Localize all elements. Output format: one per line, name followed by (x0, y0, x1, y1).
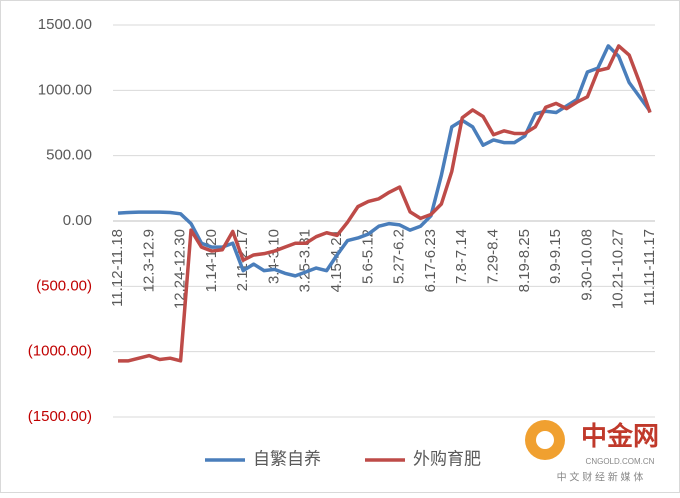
logo-slogan: 中 文 财 经 新 媒 体 (557, 471, 644, 484)
x-tick-label: 9.9-9.15 (547, 229, 564, 284)
x-tick-label: 11.11-11.17 (641, 229, 658, 306)
x-tick-label: 6.17-6.23 (422, 229, 439, 292)
x-tick-label: 10.21-10.27 (610, 229, 627, 309)
y-tick-label: (1000.00) (28, 343, 92, 360)
y-tick-label: 500.00 (46, 147, 92, 164)
y-tick-label: (500.00) (36, 277, 92, 294)
x-tick-label: 8.19-8.25 (516, 229, 533, 292)
x-tick-label: 12.3-12.9 (140, 229, 157, 292)
series-line (117, 44, 652, 278)
x-tick-label: 5.27-6.2 (391, 229, 408, 284)
x-tick-label: 3.4-3.10 (265, 229, 282, 284)
y-tick-label: 1000.00 (38, 81, 92, 98)
x-tick-label: 4.15-4.21 (328, 229, 345, 292)
x-tick-label: 7.29-8.4 (484, 229, 501, 284)
x-tick-label: 1.14-1.20 (203, 229, 220, 292)
x-tick-label: 9.30-10.08 (578, 229, 595, 301)
logo-brand: 中金网 (581, 421, 659, 451)
y-tick-label: 1500.00 (38, 16, 92, 33)
x-tick-label: 12.24-12.30 (172, 229, 189, 309)
legend-label: 外购育肥 (413, 449, 481, 468)
x-tick-label: 5.6-5.12 (359, 229, 376, 284)
series-line (118, 44, 652, 363)
x-tick-label: 7.8-7.14 (453, 229, 470, 284)
x-tick-label: 11.12-11.18 (109, 229, 126, 307)
legend-label: 自繁自养 (253, 449, 321, 468)
y-tick-label: (1500.00) (28, 408, 92, 425)
logo-domain: CNGOLD.COM.CN (586, 457, 655, 466)
logo-icon-inner (536, 431, 554, 449)
y-tick-label: 0.00 (63, 212, 92, 229)
